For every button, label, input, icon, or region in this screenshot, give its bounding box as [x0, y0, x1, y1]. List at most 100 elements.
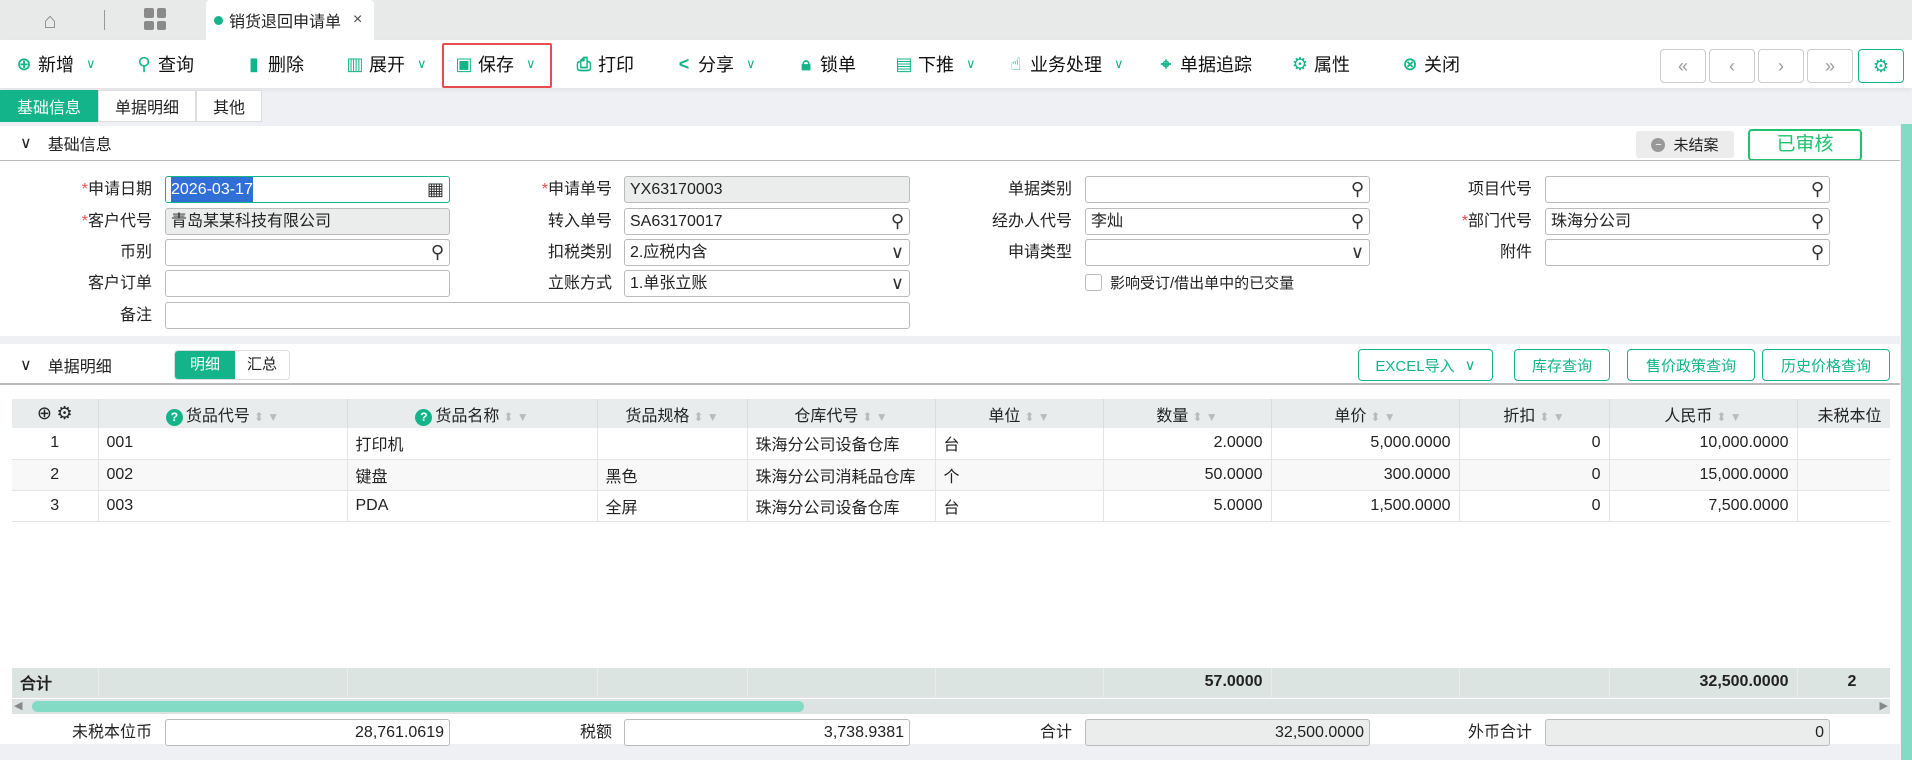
close-button[interactable]: ⊗ 关闭 [1400, 40, 1460, 88]
tab-doc-detail[interactable]: 单据明细 [98, 90, 197, 122]
tab-other[interactable]: 其他 [196, 90, 263, 122]
sort-filter-icon[interactable]: ⬍ ▼ [503, 409, 529, 424]
table-cell[interactable]: 1,500.0000 [1271, 490, 1460, 522]
sort-filter-icon[interactable]: ⬍ ▼ [253, 409, 280, 424]
table-cell[interactable]: 001 [98, 428, 348, 460]
table-cell[interactable]: 0 [1459, 490, 1610, 522]
calendar-icon[interactable]: ▦ [426, 179, 444, 199]
horizontal-scrollbar[interactable]: ◀ ▶ [12, 699, 1890, 714]
table-cell[interactable]: 002 [98, 459, 348, 491]
tab-detail[interactable]: 明细 [175, 351, 236, 379]
settings-gear-icon[interactable]: ⚙ [1858, 49, 1904, 83]
query-button[interactable]: ⚲ 查询 [134, 40, 194, 88]
excel-import-button[interactable]: EXCEL导入 ∨ [1358, 349, 1493, 381]
col-item-code[interactable]: ? 货品代号 ⬍ ▼ [98, 399, 348, 428]
affect-qty-checkbox[interactable]: 影响受订/借出单中的已交量 [1085, 272, 1294, 293]
next-record-button[interactable]: › [1758, 49, 1804, 83]
tax-type-select[interactable]: 2.应税内含 ∨ [624, 239, 910, 266]
table-cell[interactable] [597, 428, 748, 460]
tab-summary[interactable]: 汇总 [235, 351, 290, 379]
table-cell[interactable] [1797, 428, 1890, 460]
gear-icon[interactable]: ⚙ [56, 403, 73, 423]
table-cell[interactable]: 珠海分公司消耗品仓库 [747, 459, 936, 491]
table-cell[interactable]: 键盘 [347, 459, 598, 491]
share-button[interactable]: < 分享 ∨ [674, 40, 756, 88]
search-icon[interactable]: ⚲ [1810, 211, 1824, 231]
table-cell[interactable]: 003 [98, 490, 348, 522]
dept-input[interactable]: 珠海分公司 ⚲ [1545, 208, 1830, 235]
col-warehouse[interactable]: 仓库代号 ⬍ ▼ [747, 399, 936, 428]
tab-basic-info[interactable]: 基础信息 [0, 90, 99, 122]
scrollbar-thumb[interactable] [32, 701, 804, 712]
table-cell[interactable]: 打印机 [347, 428, 598, 460]
col-discount[interactable]: 折扣 ⬍ ▼ [1459, 399, 1610, 428]
close-tab-icon[interactable]: × [353, 11, 363, 28]
sort-filter-icon[interactable]: ⬍ ▼ [862, 409, 888, 424]
push-down-button[interactable]: ▤ 下推 ∨ [894, 40, 975, 88]
add-row-icon[interactable]: ⊕ [36, 403, 52, 423]
table-cell[interactable]: 0 [1459, 459, 1610, 491]
checkbox-icon[interactable] [1085, 274, 1102, 291]
table-cell[interactable]: 黑色 [597, 459, 748, 491]
table-cell[interactable]: PDA [347, 490, 598, 522]
help-icon[interactable]: ? [415, 408, 433, 426]
business-process-button[interactable]: ☝ 业务处理 ∨ [1006, 40, 1124, 88]
history-price-query-button[interactable]: 历史价格查询 [1762, 349, 1890, 381]
home-icon[interactable]: ⌂ [43, 8, 57, 33]
col-untaxed[interactable]: 未税本位 [1797, 399, 1890, 428]
col-price[interactable]: 单价 ⬍ ▼ [1271, 399, 1460, 428]
search-icon[interactable]: ⚲ [1810, 242, 1824, 262]
new-button[interactable]: ⊕ 新增 ∨ [14, 40, 95, 88]
table-cell[interactable]: 2 [12, 459, 99, 491]
scroll-right-icon[interactable]: ▶ [1879, 700, 1888, 712]
cust-order-input[interactable] [165, 270, 450, 297]
search-icon[interactable]: ⚲ [1810, 179, 1824, 199]
table-cell[interactable]: 个 [935, 459, 1104, 491]
table-cell[interactable]: 5.0000 [1103, 490, 1272, 522]
table-cell[interactable]: 10,000.0000 [1609, 428, 1798, 460]
table-cell[interactable]: 1 [12, 428, 99, 460]
sort-filter-icon[interactable]: ⬍ ▼ [1716, 409, 1742, 424]
doc-type-input[interactable]: ⚲ [1085, 176, 1370, 203]
col-item-name[interactable]: ? 货品名称 ⬍ ▼ [347, 399, 598, 428]
last-record-button[interactable]: » [1807, 49, 1853, 83]
properties-button[interactable]: ⚙ 属性 [1290, 40, 1350, 88]
scroll-left-icon[interactable]: ◀ [14, 700, 23, 712]
track-button[interactable]: ⌖ 单据追踪 [1156, 40, 1252, 88]
table-cell[interactable]: 2.0000 [1103, 428, 1272, 460]
tab-sales-return-request[interactable]: 销货退回申请单 × [206, 0, 374, 40]
search-icon[interactable]: ⚲ [1350, 179, 1364, 199]
table-cell[interactable]: 3 [12, 490, 99, 522]
apply-type-select[interactable]: ∨ [1085, 239, 1370, 266]
sort-filter-icon[interactable]: ⬍ ▼ [1370, 409, 1396, 424]
remark-input[interactable] [165, 302, 910, 329]
save-button[interactable]: ▣ 保存 ∨ [454, 40, 535, 88]
sort-filter-icon[interactable]: ⬍ ▼ [693, 409, 719, 424]
table-cell[interactable]: 全屏 [597, 490, 748, 522]
attachment-input[interactable]: ⚲ [1545, 239, 1830, 266]
sort-filter-icon[interactable]: ⬍ ▼ [1539, 409, 1565, 424]
sort-filter-icon[interactable]: ⬍ ▼ [1192, 409, 1218, 424]
table-cell[interactable]: 1 [1797, 459, 1890, 491]
table-cell[interactable]: 5,000.0000 [1271, 428, 1460, 460]
apps-grid-icon[interactable] [144, 8, 166, 30]
table-cell[interactable] [1797, 490, 1890, 522]
section-header[interactable]: ∨ 基础信息 [20, 126, 112, 160]
search-icon[interactable]: ⚲ [430, 242, 444, 262]
table-cell[interactable]: 珠海分公司设备仓库 [747, 428, 936, 460]
table-cell[interactable]: 7,500.0000 [1609, 490, 1798, 522]
table-cell[interactable]: 15,000.0000 [1609, 459, 1798, 491]
table-cell[interactable]: 300.0000 [1271, 459, 1460, 491]
transfer-no-input[interactable]: SA63170017 ⚲ [624, 208, 910, 235]
table-cell[interactable]: 台 [935, 490, 1104, 522]
col-qty[interactable]: 数量 ⬍ ▼ [1103, 399, 1272, 428]
table-cell[interactable]: 台 [935, 428, 1104, 460]
table-cell[interactable]: 珠海分公司设备仓库 [747, 490, 936, 522]
table-row[interactable]: 1 001 打印机 珠海分公司设备仓库台 2.0000 5,000.0000 0 10,000… [12, 428, 1890, 460]
detail-section-header[interactable]: ∨ 单据明细 [20, 350, 112, 380]
col-rmb[interactable]: 人民币 ⬍ ▼ [1609, 399, 1798, 428]
apply-date-input[interactable]: 2026-03-17 ▦ [165, 176, 450, 203]
lock-button[interactable]: 🔒︎ 锁单 [796, 40, 856, 88]
first-record-button[interactable]: « [1660, 49, 1706, 83]
sort-filter-icon[interactable]: ⬍ ▼ [1024, 409, 1050, 424]
